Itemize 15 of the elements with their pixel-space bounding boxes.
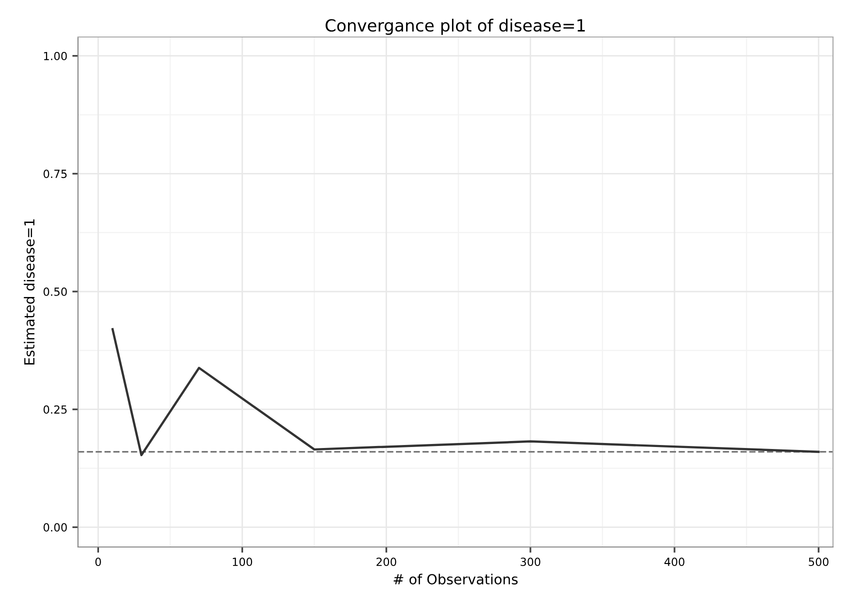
x-tick-label: 100	[232, 558, 252, 566]
y-tick-label: 0.25	[44, 405, 67, 414]
y-axis-title: Estimated disease=1	[24, 219, 35, 365]
y-tick-label: 0.00	[44, 523, 67, 532]
x-tick-label: 0	[95, 558, 101, 566]
line-series	[111, 328, 820, 456]
chart-title: Convergance plot of disease=1	[326, 18, 585, 35]
x-tick-label: 300	[520, 558, 540, 566]
y-tick-label: 0.50	[44, 288, 67, 296]
x-tick-label: 200	[376, 558, 396, 566]
y-tick-label: 1.00	[44, 52, 67, 60]
x-tick-label: 500	[808, 558, 828, 566]
y-tick-label: 0.75	[44, 170, 67, 178]
x-axis-title: # of Observations	[394, 574, 518, 584]
x-tick-label: 400	[664, 558, 684, 566]
